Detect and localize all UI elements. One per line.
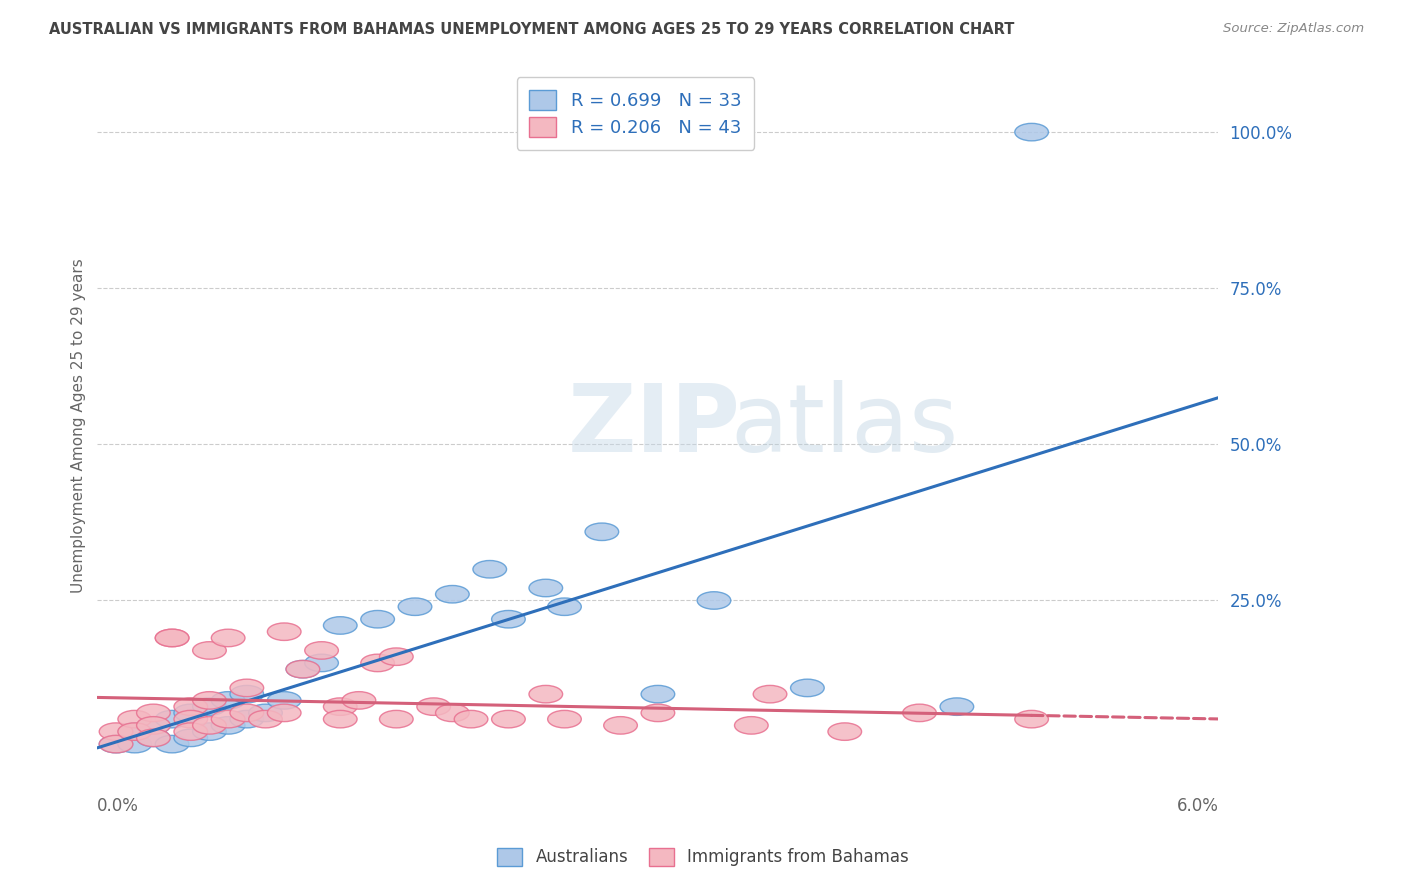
Text: 6.0%: 6.0% [1177, 797, 1219, 814]
Ellipse shape [231, 704, 264, 722]
Ellipse shape [231, 685, 264, 703]
Ellipse shape [267, 623, 301, 640]
Ellipse shape [548, 710, 581, 728]
Legend: R = 0.699   N = 33, R = 0.206   N = 43: R = 0.699 N = 33, R = 0.206 N = 43 [517, 78, 754, 150]
Ellipse shape [211, 716, 245, 734]
Ellipse shape [100, 723, 132, 740]
Text: AUSTRALIAN VS IMMIGRANTS FROM BAHAMAS UNEMPLOYMENT AMONG AGES 25 TO 29 YEARS COR: AUSTRALIAN VS IMMIGRANTS FROM BAHAMAS UN… [49, 22, 1015, 37]
Text: Source: ZipAtlas.com: Source: ZipAtlas.com [1223, 22, 1364, 36]
Ellipse shape [136, 716, 170, 734]
Ellipse shape [548, 598, 581, 615]
Ellipse shape [305, 641, 339, 659]
Ellipse shape [211, 710, 245, 728]
Ellipse shape [585, 523, 619, 541]
Ellipse shape [361, 654, 395, 672]
Ellipse shape [323, 698, 357, 715]
Ellipse shape [193, 723, 226, 740]
Ellipse shape [285, 660, 319, 678]
Ellipse shape [136, 729, 170, 747]
Ellipse shape [416, 698, 450, 715]
Ellipse shape [380, 648, 413, 665]
Ellipse shape [193, 641, 226, 659]
Ellipse shape [231, 679, 264, 697]
Ellipse shape [361, 610, 395, 628]
Ellipse shape [323, 710, 357, 728]
Ellipse shape [231, 710, 264, 728]
Ellipse shape [193, 691, 226, 709]
Ellipse shape [436, 704, 470, 722]
Ellipse shape [641, 704, 675, 722]
Ellipse shape [136, 729, 170, 747]
Ellipse shape [285, 660, 319, 678]
Ellipse shape [903, 704, 936, 722]
Y-axis label: Unemployment Among Ages 25 to 29 years: Unemployment Among Ages 25 to 29 years [72, 259, 86, 593]
Ellipse shape [211, 629, 245, 647]
Ellipse shape [492, 710, 526, 728]
Ellipse shape [529, 685, 562, 703]
Ellipse shape [697, 591, 731, 609]
Ellipse shape [174, 723, 208, 740]
Ellipse shape [436, 585, 470, 603]
Text: ZIP: ZIP [568, 380, 741, 472]
Ellipse shape [380, 710, 413, 728]
Ellipse shape [492, 610, 526, 628]
Ellipse shape [136, 716, 170, 734]
Ellipse shape [136, 704, 170, 722]
Ellipse shape [472, 560, 506, 578]
Ellipse shape [118, 735, 152, 753]
Ellipse shape [1015, 123, 1049, 141]
Ellipse shape [249, 704, 283, 722]
Ellipse shape [193, 716, 226, 734]
Ellipse shape [118, 723, 152, 740]
Ellipse shape [828, 723, 862, 740]
Ellipse shape [211, 691, 245, 709]
Ellipse shape [267, 691, 301, 709]
Legend: Australians, Immigrants from Bahamas: Australians, Immigrants from Bahamas [489, 839, 917, 875]
Ellipse shape [734, 716, 768, 734]
Text: atlas: atlas [731, 380, 959, 472]
Ellipse shape [342, 691, 375, 709]
Ellipse shape [641, 685, 675, 703]
Ellipse shape [193, 698, 226, 715]
Ellipse shape [155, 629, 188, 647]
Ellipse shape [118, 710, 152, 728]
Ellipse shape [267, 704, 301, 722]
Ellipse shape [174, 729, 208, 747]
Ellipse shape [1015, 710, 1049, 728]
Ellipse shape [118, 723, 152, 740]
Ellipse shape [249, 710, 283, 728]
Ellipse shape [323, 616, 357, 634]
Ellipse shape [305, 654, 339, 672]
Ellipse shape [754, 685, 787, 703]
Ellipse shape [100, 735, 132, 753]
Ellipse shape [100, 735, 132, 753]
Ellipse shape [155, 629, 188, 647]
Ellipse shape [603, 716, 637, 734]
Ellipse shape [454, 710, 488, 728]
Ellipse shape [155, 710, 188, 728]
Text: 0.0%: 0.0% [97, 797, 139, 814]
Ellipse shape [941, 698, 974, 715]
Ellipse shape [790, 679, 824, 697]
Ellipse shape [174, 698, 208, 715]
Ellipse shape [155, 735, 188, 753]
Ellipse shape [529, 579, 562, 597]
Ellipse shape [398, 598, 432, 615]
Ellipse shape [174, 710, 208, 728]
Ellipse shape [174, 704, 208, 722]
